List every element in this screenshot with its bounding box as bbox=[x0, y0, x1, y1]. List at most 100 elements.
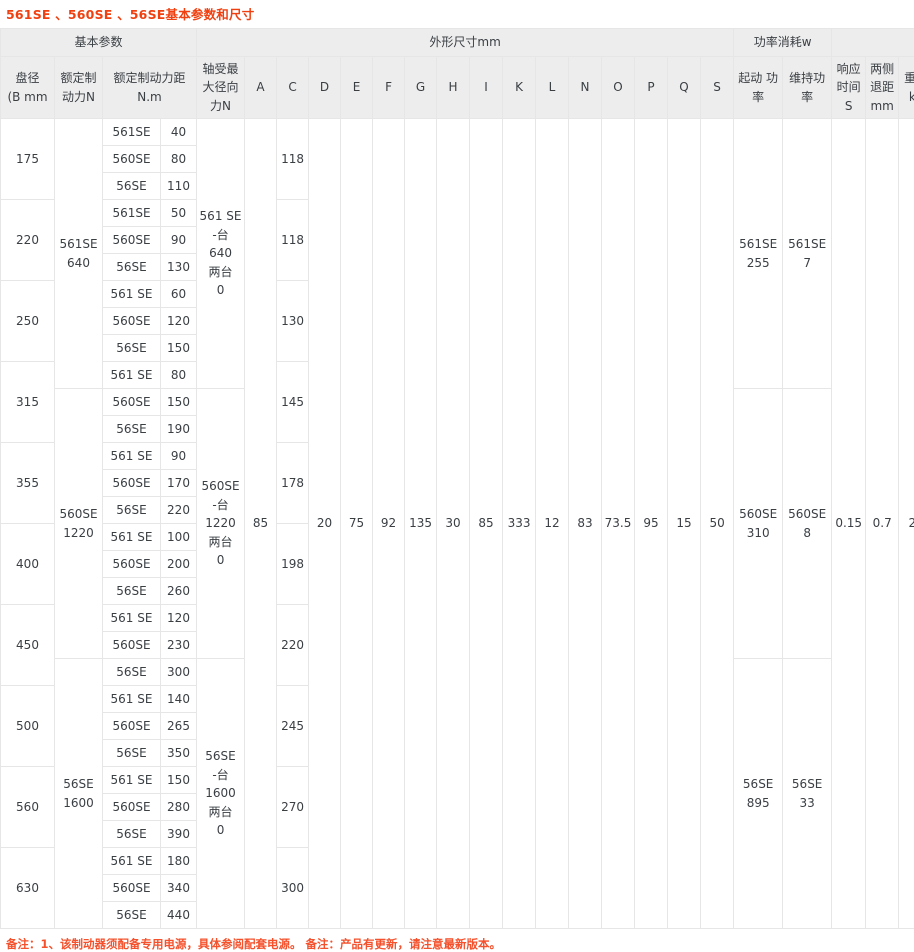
cell-model-name: 561 SE bbox=[103, 524, 161, 551]
cell-rated-torque: 110 bbox=[161, 173, 197, 200]
rated-force-text: 56SE bbox=[56, 775, 101, 794]
col-header-rated-torque: 额定制动力距 N.m bbox=[103, 57, 197, 119]
cell-rated-torque: 50 bbox=[161, 200, 197, 227]
cell-model-name: 56SE bbox=[103, 173, 161, 200]
cell-K: 333 bbox=[503, 119, 536, 929]
cell-model-name: 561 SE bbox=[103, 281, 161, 308]
cell-model-name: 560SE bbox=[103, 551, 161, 578]
cell-L: 12 bbox=[536, 119, 569, 929]
col-header-N: N bbox=[569, 57, 602, 119]
col-header-response-time: 响应 时间S bbox=[832, 57, 866, 119]
cell-Q: 15 bbox=[668, 119, 701, 929]
retract-line2: 退距 bbox=[867, 78, 897, 97]
specification-table: 基本参数 外形尺寸mm 功率消耗w 盘径 (B mm 额定制 动力N 额定制动力… bbox=[0, 28, 914, 929]
cell-rated-torque: 90 bbox=[161, 227, 197, 254]
col-header-E: E bbox=[341, 57, 373, 119]
cell-rated-torque: 180 bbox=[161, 848, 197, 875]
response-time-line2: 时间S bbox=[833, 78, 864, 115]
rated-force-text: 560SE bbox=[56, 505, 101, 524]
hold-power-line2: 率 bbox=[784, 88, 830, 107]
weight-line2: kg bbox=[900, 88, 914, 107]
axial-force-text: 两台 bbox=[198, 533, 243, 552]
cell-H: 30 bbox=[437, 119, 470, 929]
cell-model-name: 560SE bbox=[103, 227, 161, 254]
rated-force-text: 1600 bbox=[56, 794, 101, 813]
cell-rated-torque: 440 bbox=[161, 902, 197, 929]
retract-line1: 两侧 bbox=[867, 60, 897, 79]
cell-rated-torque: 100 bbox=[161, 524, 197, 551]
col-header-S: S bbox=[701, 57, 734, 119]
cell-model-name: 560SE bbox=[103, 389, 161, 416]
cell-model-name: 561 SE bbox=[103, 605, 161, 632]
cell-model-name: 560SE bbox=[103, 308, 161, 335]
cell-start-power-text: 561SE bbox=[735, 235, 781, 254]
col-header-C: C bbox=[277, 57, 309, 119]
cell-hold-power-text: 561SE bbox=[784, 235, 830, 254]
cell-disc-diameter: 355 bbox=[1, 443, 55, 524]
cell-D: 20 bbox=[309, 119, 341, 929]
cell-model-name: 561 SE bbox=[103, 443, 161, 470]
cell-model-name: 56SE bbox=[103, 740, 161, 767]
cell-model-name: 56SE bbox=[103, 659, 161, 686]
col-header-P: P bbox=[635, 57, 668, 119]
axial-force-line3: 力N bbox=[198, 97, 243, 116]
cell-F: 92 bbox=[373, 119, 405, 929]
cell-rated-torque: 80 bbox=[161, 146, 197, 173]
col-header-H: H bbox=[437, 57, 470, 119]
cell-rated-torque: 265 bbox=[161, 713, 197, 740]
cell-weight: 20 bbox=[899, 119, 914, 929]
cell-model-name: 56SE bbox=[103, 821, 161, 848]
col-header-axial-radial-force: 轴受最 大径向 力N bbox=[197, 57, 245, 119]
axial-force-line1: 轴受最 bbox=[198, 60, 243, 79]
cell-model-name: 560SE bbox=[103, 713, 161, 740]
cell-retract-distance: 0.7 bbox=[866, 119, 899, 929]
axial-force-text: 0 bbox=[198, 281, 243, 300]
cell-model-name: 561 SE bbox=[103, 767, 161, 794]
group-outline-dimensions: 外形尺寸mm bbox=[197, 29, 734, 57]
cell-disc-diameter: 220 bbox=[1, 200, 55, 281]
axial-force-text: -台 bbox=[198, 496, 243, 515]
cell-model-name: 560SE bbox=[103, 632, 161, 659]
cell-rated-torque: 90 bbox=[161, 443, 197, 470]
axial-force-line2: 大径向 bbox=[198, 78, 243, 97]
cell-start-power-text: 895 bbox=[735, 794, 781, 813]
response-time-line1: 响应 bbox=[833, 60, 864, 79]
retract-line3: mm bbox=[867, 97, 897, 116]
cell-disc-diameter: 315 bbox=[1, 362, 55, 443]
cell-model-name: 56SE bbox=[103, 497, 161, 524]
axial-force-text: 1220 bbox=[198, 514, 243, 533]
axial-force-text: 0 bbox=[198, 821, 243, 840]
cell-disc-diameter: 500 bbox=[1, 686, 55, 767]
rated-torque-line2: N.m bbox=[104, 88, 195, 107]
cell-C: 178 bbox=[277, 443, 309, 524]
cell-rated-torque: 150 bbox=[161, 767, 197, 794]
cell-model-name: 56SE bbox=[103, 335, 161, 362]
cell-rated-torque: 350 bbox=[161, 740, 197, 767]
cell-disc-diameter: 560 bbox=[1, 767, 55, 848]
cell-rated-torque: 120 bbox=[161, 308, 197, 335]
cell-C: 130 bbox=[277, 281, 309, 362]
group-power-consumption: 功率消耗w bbox=[734, 29, 832, 57]
cell-model-name: 56SE bbox=[103, 416, 161, 443]
col-header-disc-diameter: 盘径 (B mm bbox=[1, 57, 55, 119]
cell-rated-torque: 200 bbox=[161, 551, 197, 578]
col-header-G: G bbox=[405, 57, 437, 119]
cell-disc-diameter: 250 bbox=[1, 281, 55, 362]
cell-model-name: 561SE bbox=[103, 200, 161, 227]
group-spacer bbox=[832, 29, 914, 57]
cell-rated-torque: 280 bbox=[161, 794, 197, 821]
col-header-rated-braking-force: 额定制 动力N bbox=[55, 57, 103, 119]
cell-rated-torque: 40 bbox=[161, 119, 197, 146]
cell-model-name: 561SE bbox=[103, 119, 161, 146]
rated-force-text: 561SE bbox=[56, 235, 101, 254]
cell-rated-torque: 390 bbox=[161, 821, 197, 848]
group-basic-parameters: 基本参数 bbox=[1, 29, 197, 57]
rated-force-line2: 动力N bbox=[56, 88, 101, 107]
